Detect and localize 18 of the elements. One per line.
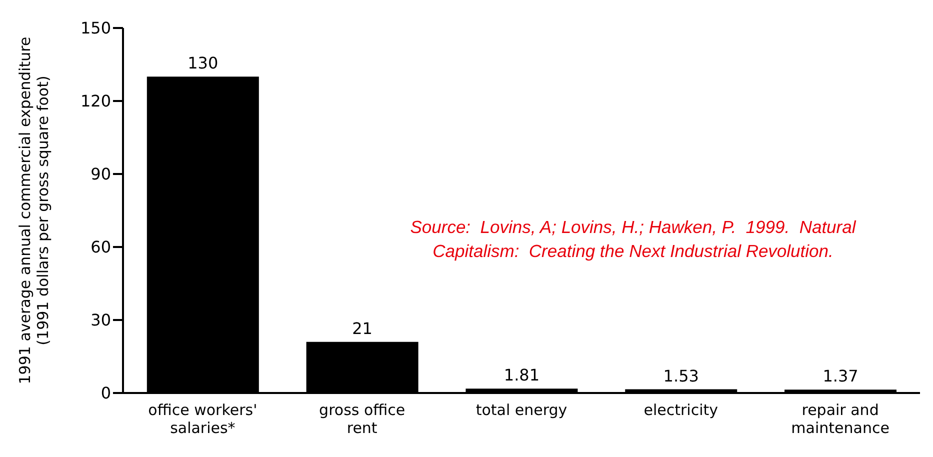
- y-tick-label: 150: [80, 18, 111, 38]
- y-tick-label: 60: [90, 238, 111, 257]
- x-tick-label: gross office rent: [319, 401, 406, 437]
- data-label: 1.37: [822, 366, 858, 386]
- data-label: 21: [352, 318, 372, 338]
- x-tick-label: repair and maintenance: [791, 401, 890, 437]
- y-tick-label: 30: [90, 310, 111, 330]
- y-tick-label: 0: [100, 384, 111, 403]
- data-label: 1.81: [504, 366, 540, 385]
- x-tick-label: office workers' salaries*: [148, 401, 258, 437]
- annotation: Source: Lovins, A; Lovins, H.; Hawken, P. 1999. Natural Capitalism: Creating the Next Industrial Revolution.: [409, 216, 858, 263]
- x-tick-label: total energy: [476, 401, 568, 419]
- y-tick-label: 120: [80, 92, 111, 111]
- x-tick-label: electricity: [644, 401, 718, 419]
- y-tick-label: 90: [90, 164, 111, 184]
- data-label: 1.53: [663, 366, 699, 386]
- data-label: 130: [188, 54, 218, 73]
- y-axis-title: 1991 average annual commercial expenditure (1991 dollars per gross square foot): [16, 36, 52, 384]
